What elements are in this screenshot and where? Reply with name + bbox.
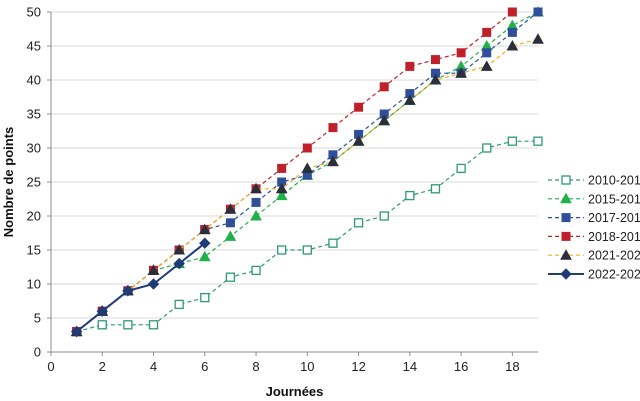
data-point-2010-2011 xyxy=(430,184,441,194)
x-tick-label: 4 xyxy=(150,359,157,374)
data-point-2010-2011 xyxy=(353,218,364,228)
legend-marker-2015-2016 xyxy=(560,192,572,204)
data-point-2017-2018 xyxy=(482,48,492,58)
y-tick-label: 45 xyxy=(27,39,41,54)
data-point-2010-2011 xyxy=(225,272,236,282)
y-tick-label: 50 xyxy=(27,5,41,20)
x-tick-label: 2 xyxy=(99,359,106,374)
data-point-2010-2011 xyxy=(277,245,287,255)
data-point-2021-2022 xyxy=(480,60,493,71)
series-line-2021-2022 xyxy=(76,38,539,333)
legend-marker-2022-2023 xyxy=(560,268,572,280)
data-point-2018-2019 xyxy=(277,163,287,173)
data-point-2018-2019 xyxy=(302,143,312,153)
legend-label-2017-2018: 2017-2018 xyxy=(588,211,640,225)
data-point-2021-2022 xyxy=(250,182,262,194)
y-tick-label: 10 xyxy=(27,277,41,292)
x-tick-label: 8 xyxy=(252,359,259,374)
data-point-2015-2016 xyxy=(224,230,237,241)
legend-label-2018-2019: 2018-2019 xyxy=(588,230,640,244)
data-point-2010-2011 xyxy=(148,320,159,330)
data-point-2018-2019 xyxy=(354,102,364,112)
data-point-2022-2023 xyxy=(122,285,134,297)
x-tick-label: 14 xyxy=(403,359,417,374)
data-point-2017-2018 xyxy=(533,7,543,17)
data-point-2010-2011 xyxy=(328,238,338,248)
data-point-2010-2011 xyxy=(507,136,518,146)
data-point-2015-2016 xyxy=(250,209,262,221)
data-point-2021-2022 xyxy=(455,67,467,78)
y-tick-label: 20 xyxy=(27,209,41,224)
data-point-2021-2022 xyxy=(506,39,519,51)
y-tick-label: 35 xyxy=(27,107,41,122)
legend-label-2021-2022: 2021-2022 xyxy=(588,249,640,263)
data-point-2010-2011 xyxy=(533,136,543,146)
data-point-2010-2011 xyxy=(174,299,184,310)
data-point-2021-2022 xyxy=(429,73,442,85)
data-point-2010-2011 xyxy=(251,265,261,276)
data-point-2018-2019 xyxy=(507,7,517,17)
data-point-2018-2019 xyxy=(456,48,466,58)
data-point-2010-2011 xyxy=(200,292,210,303)
x-tick-label: 18 xyxy=(505,359,519,374)
data-point-2017-2018 xyxy=(251,197,261,207)
data-point-2021-2022 xyxy=(327,155,339,167)
legend-marker-2021-2022 xyxy=(560,249,572,260)
y-axis-title: Nombre de points xyxy=(1,127,16,238)
x-tick-label: 10 xyxy=(300,359,314,374)
data-point-2021-2022 xyxy=(403,94,416,105)
y-tick-label: 15 xyxy=(27,243,41,258)
data-point-2010-2011 xyxy=(482,143,492,153)
series-line-2022-2023 xyxy=(76,242,206,333)
data-point-2018-2019 xyxy=(430,55,440,65)
y-tick-label: 25 xyxy=(27,175,41,190)
data-point-2021-2022 xyxy=(173,243,186,255)
x-tick-label: 12 xyxy=(351,359,365,374)
data-point-2018-2019 xyxy=(328,123,338,133)
data-point-2017-2018 xyxy=(507,27,517,37)
legend-marker-2010-2011 xyxy=(561,175,571,185)
data-point-2021-2022 xyxy=(275,182,288,194)
data-point-2021-2022 xyxy=(532,33,544,44)
x-tick-label: 6 xyxy=(201,359,208,374)
data-point-2021-2022 xyxy=(198,223,211,235)
data-point-2018-2019 xyxy=(379,82,389,92)
data-point-2021-2022 xyxy=(224,203,237,214)
data-point-2010-2011 xyxy=(456,163,466,174)
data-point-2010-2011 xyxy=(123,320,133,330)
data-point-2021-2022 xyxy=(352,135,365,146)
data-point-2018-2019 xyxy=(405,61,415,71)
data-point-2022-2023 xyxy=(70,325,83,338)
data-point-2022-2023 xyxy=(147,278,160,290)
data-point-2022-2023 xyxy=(96,305,108,317)
data-point-2021-2022 xyxy=(378,114,391,126)
x-axis-title: Journées xyxy=(266,384,324,399)
data-point-2021-2022 xyxy=(147,264,160,275)
data-point-2010-2011 xyxy=(379,211,389,221)
y-tick-label: 30 xyxy=(27,141,41,156)
data-point-2015-2016 xyxy=(275,189,288,201)
y-tick-label: 40 xyxy=(27,73,41,88)
data-point-2010-2011 xyxy=(405,190,415,201)
data-point-2021-2022 xyxy=(301,162,314,173)
data-point-2010-2011 xyxy=(302,245,312,255)
data-point-2017-2018 xyxy=(225,218,235,228)
data-point-2022-2023 xyxy=(199,237,211,249)
legend-label-2010-2011: 2010-2011 xyxy=(588,174,640,188)
legend-marker-2018-2019 xyxy=(561,231,571,241)
y-tick-label: 5 xyxy=(34,311,41,326)
legend-marker-2017-2018 xyxy=(561,213,571,223)
y-tick-label: 0 xyxy=(34,345,41,360)
legend-label-2022-2023: 2022-2023 xyxy=(588,268,640,282)
x-tick-label: 16 xyxy=(454,359,468,374)
x-tick-label: 0 xyxy=(47,359,54,374)
data-point-2010-2011 xyxy=(97,320,107,330)
data-point-2015-2016 xyxy=(198,250,211,262)
legend-label-2015-2016: 2015-2016 xyxy=(588,192,640,206)
data-point-2022-2023 xyxy=(173,257,185,270)
data-point-2018-2019 xyxy=(482,27,492,37)
